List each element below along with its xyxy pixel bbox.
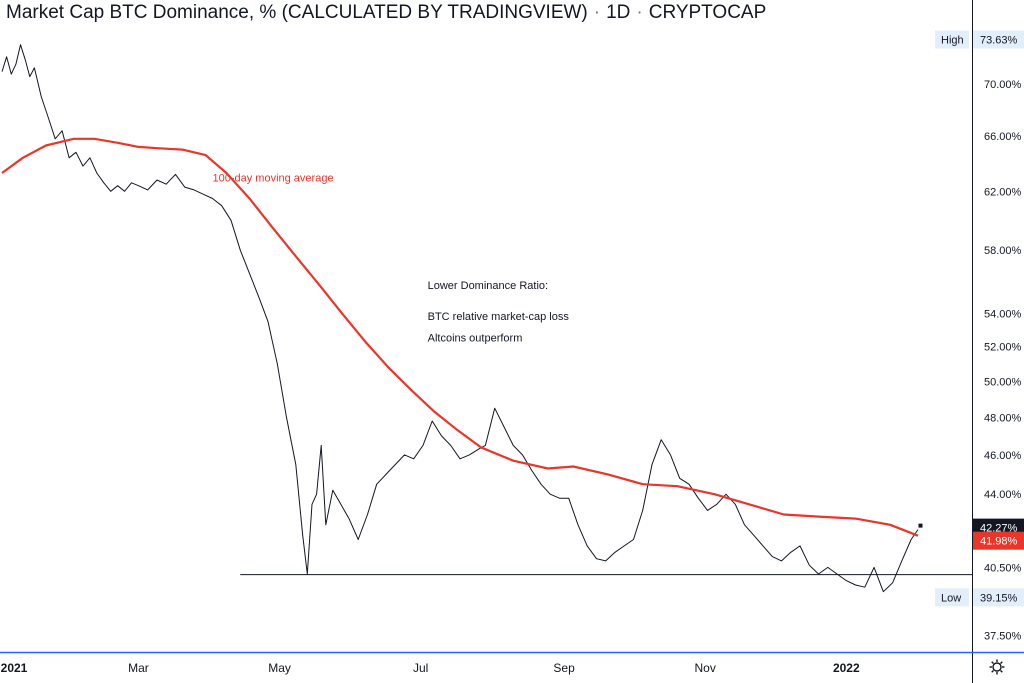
- gear-icon-tooth: [1000, 670, 1003, 673]
- moving-average-line: [1, 137, 919, 537]
- x-tick-label: Sep: [553, 661, 575, 675]
- gear-icon[interactable]: [989, 659, 1005, 675]
- interval-label[interactable]: 1D: [606, 2, 631, 23]
- y-tick-label: 48.00%: [984, 412, 1022, 424]
- gear-icon-tooth: [1000, 661, 1003, 664]
- low-badge: [935, 588, 969, 607]
- low-badge-label: Low: [941, 592, 961, 604]
- y-tick-label: 58.00%: [984, 245, 1022, 257]
- annotation-text: Lower Dominance Ratio:: [428, 280, 548, 292]
- low-value-label: 39.15%: [980, 592, 1018, 604]
- y-tick-label: 54.00%: [984, 308, 1022, 320]
- annotation-text: BTC relative market-cap loss: [428, 311, 570, 323]
- y-tick-label: 40.50%: [984, 562, 1022, 574]
- x-tick-label: 2022: [833, 661, 860, 675]
- exchange-label: CRYPTOCAP: [648, 2, 767, 23]
- dominance-line: [1, 44, 919, 593]
- last-price-tag-label: 42.27%: [980, 523, 1018, 535]
- y-tick-label: 44.00%: [984, 489, 1022, 501]
- y-tick-label: 62.00%: [984, 186, 1022, 198]
- gear-icon-tooth: [991, 670, 994, 673]
- symbol-description: Market Cap BTC Dominance, % (CALCULATED …: [6, 2, 588, 23]
- gear-icon-ring: [992, 662, 1002, 672]
- price-scale-panel: [972, 0, 1024, 683]
- x-tick-label: Nov: [695, 661, 716, 675]
- y-tick-label: 70.00%: [984, 79, 1022, 91]
- y-tick-label: 50.00%: [984, 376, 1022, 388]
- gear-icon-tooth: [991, 661, 994, 664]
- annotation-text: Altcoins outperform: [428, 333, 523, 345]
- x-tick-label: Jul: [413, 661, 428, 675]
- high-badge: [935, 30, 969, 49]
- chart-title: Market Cap BTC Dominance, % (CALCULATED …: [6, 2, 767, 23]
- y-tick-label: 66.00%: [984, 131, 1022, 143]
- last-price-marker: [918, 523, 923, 528]
- ma-value-tag: [973, 531, 1024, 550]
- x-tick-label: 2021: [1, 661, 28, 675]
- high-value-box: [973, 30, 1024, 49]
- x-tick-label: Mar: [128, 661, 149, 675]
- high-badge-label: High: [941, 35, 964, 47]
- low-value-box: [973, 588, 1024, 607]
- y-tick-label: 46.00%: [984, 450, 1022, 462]
- x-tick-label: May: [268, 661, 291, 675]
- y-tick-label: 37.50%: [984, 630, 1022, 642]
- ma-value-tag-label: 41.98%: [980, 536, 1018, 548]
- y-tick-label: 52.00%: [984, 342, 1022, 354]
- high-value-label: 73.63%: [980, 35, 1018, 47]
- annotation-text: 100-day moving average: [212, 172, 333, 184]
